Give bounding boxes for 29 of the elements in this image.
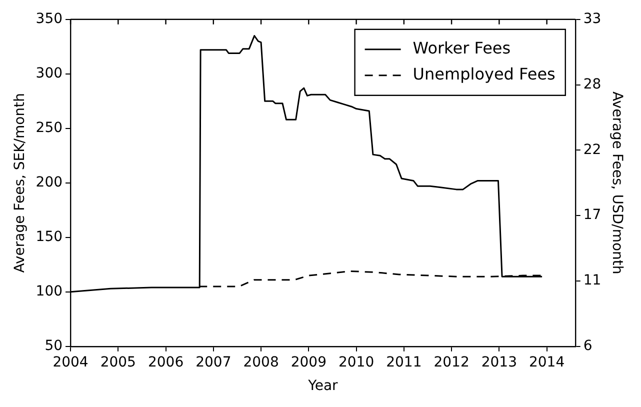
y2-axis-title: Average Fees, USD/month <box>608 92 625 274</box>
x-axis-title: Year <box>307 378 338 394</box>
x-tick-label: 2004 <box>52 354 88 370</box>
y-tick-label: 350 <box>36 11 63 28</box>
x-tick-label: 2008 <box>243 354 279 370</box>
y2-tick-label: 28 <box>583 76 602 92</box>
legend-label: Unemployed Fees <box>412 64 556 84</box>
y-tick-label: 150 <box>36 229 63 246</box>
y2-tick-label: 11 <box>583 272 602 289</box>
y-axis-title: Average Fees, SEK/month <box>12 93 28 273</box>
y2-tick-label: 17 <box>583 207 602 224</box>
y2-tick-label: 6 <box>583 338 592 354</box>
legend-label: Worker Fees <box>412 38 511 58</box>
y2-tick-label: 22 <box>583 142 602 158</box>
x-tick-label: 2010 <box>338 354 374 370</box>
x-tick-label: 2011 <box>386 354 422 370</box>
x-tick-label: 2007 <box>196 354 232 370</box>
y-tick-label: 250 <box>36 120 63 136</box>
x-tick-label: 2014 <box>528 354 565 370</box>
y-tick-label: 50 <box>44 338 63 354</box>
x-tick-label: 2012 <box>434 354 470 370</box>
x-tick-label: 2013 <box>481 354 517 370</box>
y-tick-label: 100 <box>36 284 63 300</box>
x-tick-label: 2006 <box>148 354 184 370</box>
y-tick-label: 300 <box>36 66 63 82</box>
y2-tick-label: 33 <box>583 11 602 28</box>
x-tick-label: 2005 <box>100 354 136 370</box>
x-tick-label: 2009 <box>290 354 326 370</box>
y-tick-label: 200 <box>36 174 63 191</box>
